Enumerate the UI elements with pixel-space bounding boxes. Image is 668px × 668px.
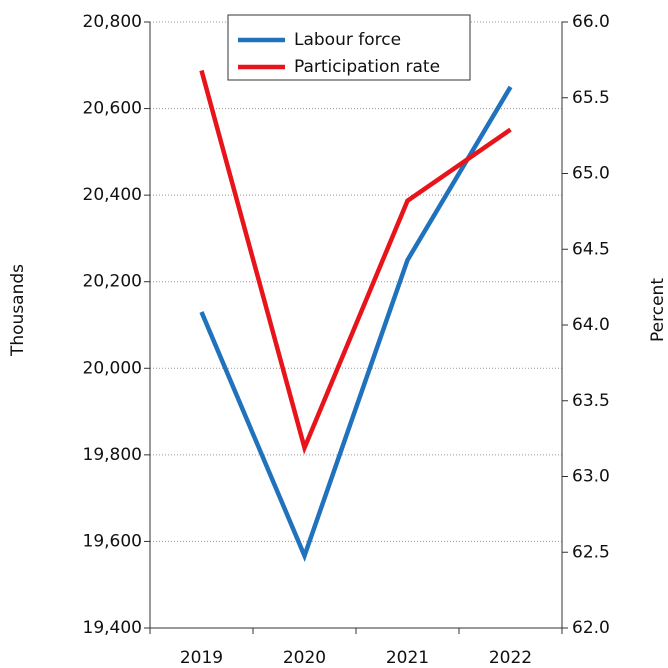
series-line (199, 69, 512, 455)
y-tick-label: 20,200 (83, 272, 142, 292)
y2-tick-label: 66.0 (572, 12, 610, 32)
y2-tick-label: 63.5 (572, 391, 610, 411)
y-tick-label: 20,000 (83, 358, 142, 378)
y2-tick-label: 65.0 (572, 164, 610, 184)
legend-label: Participation rate (294, 57, 440, 77)
y2-tick-label: 62.0 (572, 618, 610, 638)
y-axis-title: Thousands (8, 264, 28, 357)
y-tick-label: 20,800 (83, 12, 142, 32)
legend-label: Labour force (294, 30, 401, 50)
series-line (199, 85, 513, 562)
y2-tick-label: 62.5 (572, 542, 610, 562)
y-tick-label: 20,600 (83, 99, 142, 119)
x-tick-label: 2022 (489, 648, 532, 668)
x-tick-label: 2019 (180, 648, 223, 668)
y2-tick-label: 64.5 (572, 239, 610, 259)
x-tick-label: 2020 (283, 648, 326, 668)
y2-tick-label: 65.5 (572, 88, 610, 108)
y2-tick-label: 64.0 (572, 315, 610, 335)
y-tick-label: 19,800 (83, 445, 142, 465)
y-tick-label: 19,400 (83, 618, 142, 638)
y2-axis-title: Percent (648, 278, 668, 342)
y-tick-label: 20,400 (83, 185, 142, 205)
y-tick-label: 19,600 (83, 531, 142, 551)
x-tick-label: 2021 (386, 648, 429, 668)
y2-tick-label: 63.0 (572, 467, 610, 487)
